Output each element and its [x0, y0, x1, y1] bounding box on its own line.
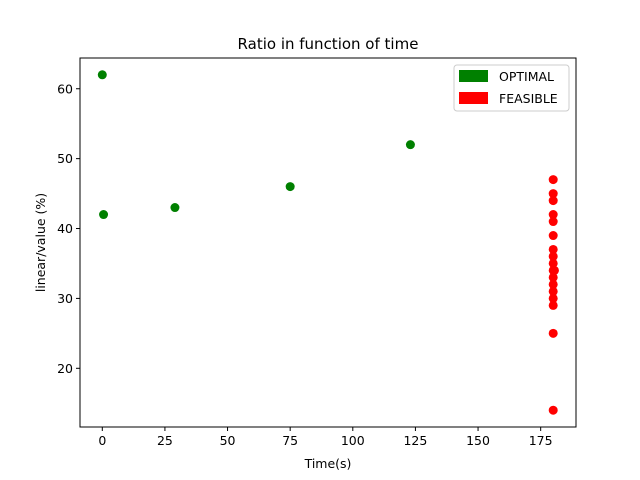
x-axis-label: Time(s)	[304, 456, 352, 471]
plot-frame	[79, 57, 577, 428]
feasible-point	[548, 189, 558, 199]
feasible-point	[548, 286, 558, 296]
optimal-point	[405, 140, 415, 150]
y-axis-label: linear/value (%)	[33, 193, 48, 292]
feasible-point	[548, 175, 558, 185]
y-axis-ticks: 20 30 40 50 60	[57, 81, 80, 376]
feasible-point	[548, 244, 558, 254]
optimal-point	[99, 210, 109, 220]
legend-swatch-feasible	[459, 92, 488, 104]
y-tick-label: 20	[57, 361, 73, 376]
x-tick-label: 150	[466, 433, 490, 448]
feasible-point	[548, 210, 558, 220]
feasible-point	[548, 279, 558, 289]
x-tick-label: 100	[341, 433, 365, 448]
feasible-point	[548, 258, 558, 268]
x-axis-ticks: 0 25 50 75 100 125 150 175	[98, 427, 553, 448]
x-tick-label: 125	[403, 433, 427, 448]
feasible-point	[548, 328, 558, 338]
legend: OPTIMAL FEASIBLE	[453, 64, 570, 112]
optimal-point	[170, 203, 180, 213]
feasible-point	[548, 272, 558, 282]
x-tick-label: 75	[282, 433, 298, 448]
legend-swatch-optimal	[459, 70, 488, 82]
optimal-point	[285, 182, 295, 192]
chart-title: Ratio in function of time	[238, 35, 419, 53]
y-tick-label: 50	[57, 151, 73, 166]
feasible-point	[548, 231, 558, 241]
x-tick-label: 175	[529, 433, 553, 448]
y-tick-label: 40	[57, 221, 73, 236]
feasible-point	[548, 251, 558, 261]
feasible-point	[548, 217, 558, 227]
legend-label-feasible: FEASIBLE	[499, 91, 558, 106]
feasible-point	[549, 265, 559, 275]
optimal-point	[97, 70, 107, 80]
feasible-point	[548, 300, 558, 310]
x-tick-label: 50	[220, 433, 236, 448]
legend-label-optimal: OPTIMAL	[499, 69, 554, 84]
y-tick-label: 60	[57, 81, 73, 96]
feasible-point	[548, 196, 558, 206]
y-tick-label: 30	[57, 291, 73, 306]
feasible-point	[548, 405, 558, 415]
x-tick-label: 0	[98, 433, 106, 448]
x-tick-label: 25	[157, 433, 173, 448]
feasible-point	[548, 293, 558, 303]
data-points	[97, 70, 559, 415]
